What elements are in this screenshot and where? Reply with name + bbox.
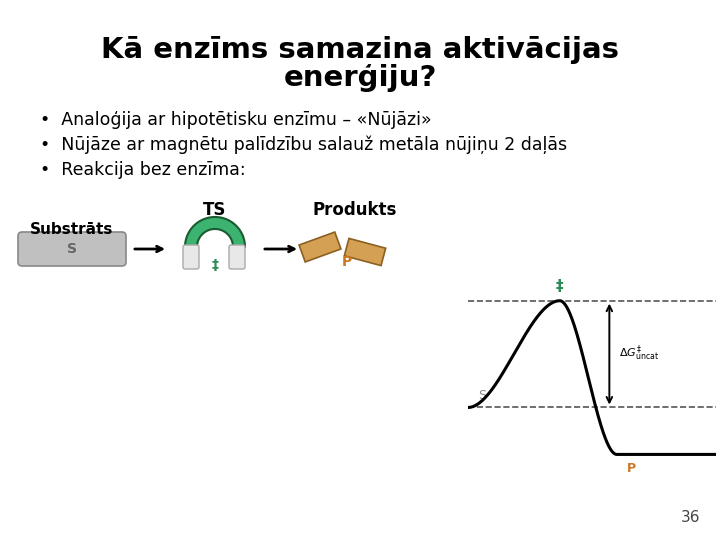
Text: Kā enzīms samazina aktivācijas: Kā enzīms samazina aktivācijas xyxy=(101,36,619,64)
Polygon shape xyxy=(185,217,245,247)
Text: •  Nūjāze ar magnētu palīdzību salauž metāla nūjiņu 2 daļās: • Nūjāze ar magnētu palīdzību salauž met… xyxy=(40,136,567,154)
FancyBboxPatch shape xyxy=(18,232,126,266)
Text: $\Delta G^{\ddagger}_{\mathrm{uncat}}$: $\Delta G^{\ddagger}_{\mathrm{uncat}}$ xyxy=(619,344,660,364)
Text: P: P xyxy=(627,462,636,475)
Text: TS: TS xyxy=(203,201,227,219)
Text: ‡: ‡ xyxy=(556,279,564,294)
Text: Produkts: Produkts xyxy=(312,201,397,219)
Text: P: P xyxy=(342,255,352,269)
Text: 36: 36 xyxy=(680,510,700,525)
Text: S: S xyxy=(478,389,486,402)
Text: Substrāts: Substrāts xyxy=(30,222,114,238)
FancyBboxPatch shape xyxy=(183,245,199,269)
Text: ‡: ‡ xyxy=(212,258,218,272)
Polygon shape xyxy=(344,238,386,266)
Text: S: S xyxy=(67,242,77,256)
Text: enerģiju?: enerģiju? xyxy=(283,64,437,92)
Polygon shape xyxy=(299,232,341,262)
Text: •  Analoģija ar hipotētisku enzīmu – «Nūjāzi»: • Analoģija ar hipotētisku enzīmu – «Nūj… xyxy=(40,111,431,129)
FancyBboxPatch shape xyxy=(229,245,245,269)
Text: •  Reakcija bez enzīma:: • Reakcija bez enzīma: xyxy=(40,161,246,179)
